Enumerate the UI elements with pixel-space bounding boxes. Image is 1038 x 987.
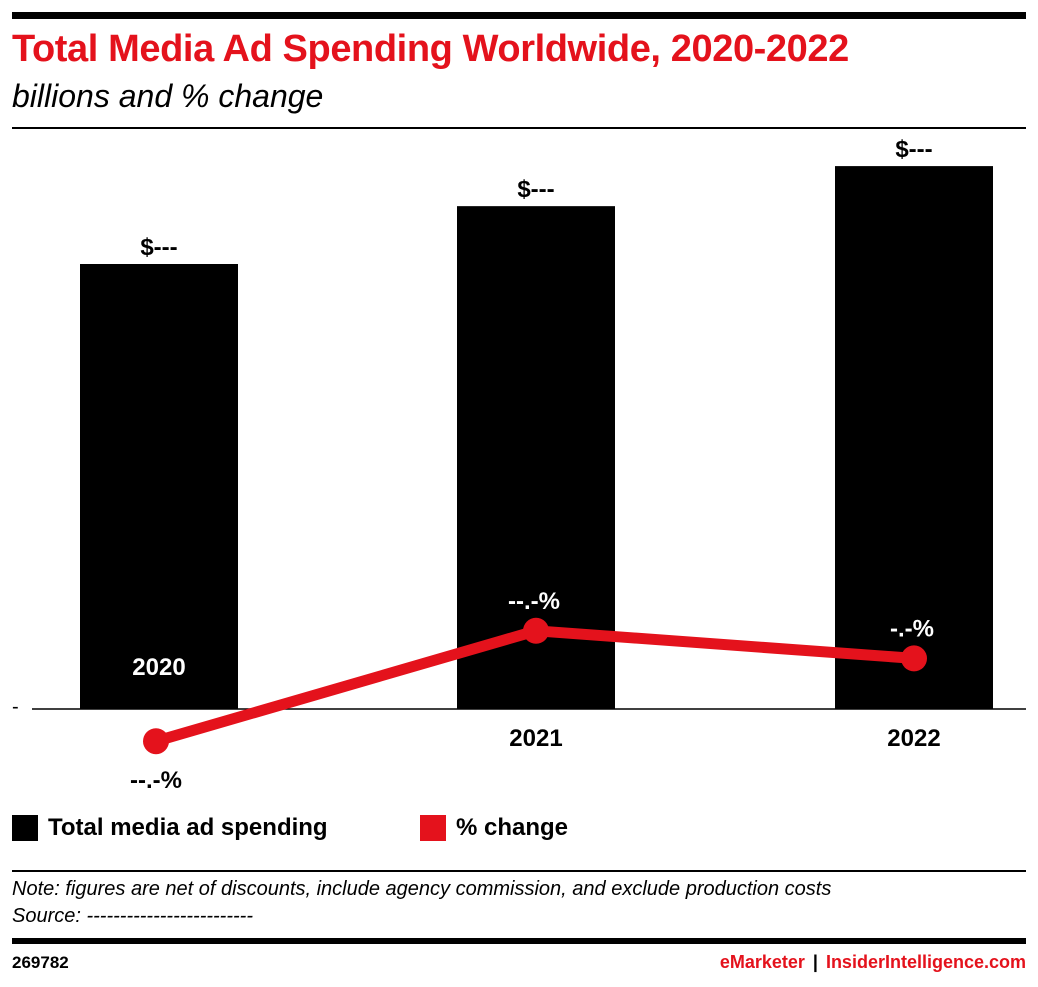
line-point	[523, 617, 549, 644]
note-divider	[12, 870, 1026, 872]
bar-value-label: $---	[140, 234, 177, 261]
category-label: 2021	[509, 725, 562, 752]
line-point	[901, 645, 927, 672]
legend-label: % change	[456, 814, 569, 841]
bar-value-label: $---	[895, 136, 932, 163]
title-divider	[12, 127, 1026, 129]
brand-emarketer: eMarketer	[719, 952, 805, 972]
bar-value-label: $---	[517, 176, 554, 203]
brand-insider-intelligence: InsiderIntelligence.com	[825, 952, 1026, 972]
source-line: Source: -------------------------	[12, 905, 253, 927]
top-rule	[12, 12, 1026, 19]
footer-rule	[12, 938, 1026, 944]
line-value-label: --.-%	[130, 767, 182, 794]
legend-item-total-media-ad-spending: Total media ad spending	[12, 814, 328, 842]
y-tick-label: -	[12, 696, 19, 718]
bar	[80, 264, 238, 709]
brand-separator: |	[812, 952, 818, 972]
line-point	[143, 728, 169, 755]
footnote: Note: figures are net of discounts, incl…	[12, 878, 832, 900]
legend-swatch-black	[12, 815, 38, 841]
category-label: 2020	[132, 654, 185, 681]
legend-swatch-red	[420, 815, 446, 841]
combo-chart: $--- $--- $--- - 2020 2021 2022 --.-% --.-% -.-%	[12, 136, 1026, 794]
line-value-label: -.-%	[890, 615, 934, 642]
branding: eMarketer | InsiderIntelligence.com	[720, 952, 1026, 973]
bar	[835, 166, 993, 710]
legend-label: Total media ad spending	[48, 814, 328, 841]
chart-subtitle: billions and % change	[12, 78, 324, 114]
line-value-label: --.-%	[508, 588, 560, 615]
category-label: 2022	[887, 725, 940, 752]
chart-id: 269782	[12, 953, 69, 972]
chart-title: Total Media Ad Spending Worldwide, 2020-…	[12, 28, 849, 70]
legend-item-percent-change: % change	[420, 814, 568, 842]
